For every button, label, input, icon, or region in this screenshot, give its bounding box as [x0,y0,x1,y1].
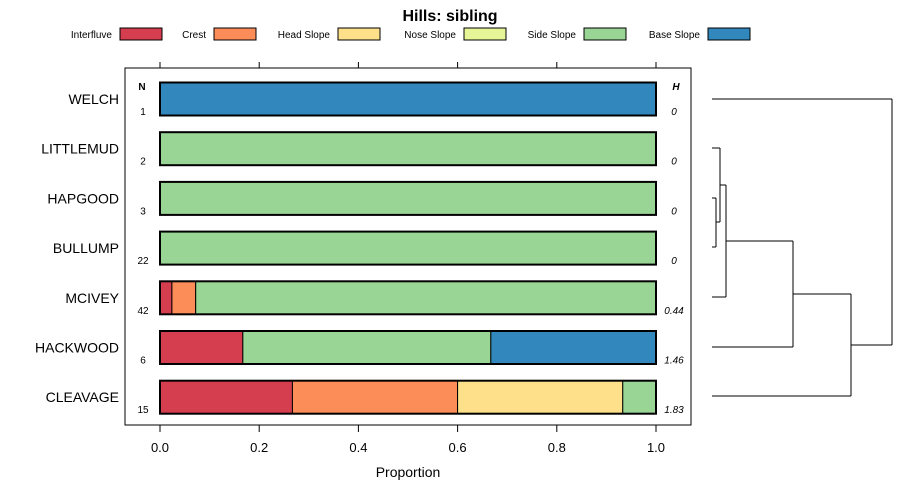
bar-outline-mcivey [159,280,657,316]
x-tick-label-4: 0.8 [548,440,566,455]
legend-swatch-head-slope [337,27,381,41]
x-axis-label: Proportion [376,464,441,480]
bar-mcivey-crest [171,280,197,315]
dendrogram [712,98,893,397]
h-column-header: H [672,82,680,93]
bar-welch-base-slope [159,82,657,116]
bar-outline-welch [159,81,657,117]
row-label-welch: WELCH [68,91,119,107]
bar-outline-bullump [159,230,657,266]
legend-swatch-nose-slope [463,27,507,41]
n-value-mcivey: 42 [137,306,149,317]
n-value-bullump: 22 [137,256,149,267]
n-value-hackwood: 6 [140,356,146,367]
bar-hackwood-interfluve [159,330,244,365]
bar-cleavage-side-slope [622,380,657,415]
h-value-hapgood: 0 [671,206,677,217]
legend-swatch-crest [213,27,257,41]
row-labels: WELCH LITTLEMUD HAPGOOD BULLUMP MCIVEY HACKWO… [35,91,120,405]
bar-bullump-side-slope [159,231,657,266]
row-label-mcivey: MCIVEY [65,290,119,306]
bar-cleavage-crest [291,380,459,415]
bar-mcivey-side-slope [195,280,657,315]
h-value-mcivey: 0.44 [664,306,684,317]
legend-label-side-slope: Side Slope [528,30,577,41]
n-column-header: N [138,82,145,93]
h-value-bullump: 0 [671,256,677,267]
h-value-hackwood: 1.46 [664,356,684,367]
n-value-littlemud: 2 [140,157,146,168]
row-label-bullump: BULLUMP [53,240,119,256]
legend-swatch-base-slope [707,27,751,41]
h-value-littlemud: 0 [671,157,677,168]
row-label-cleavage: CLEAVAGE [46,389,119,405]
bar-cleavage-interfluve [159,380,293,415]
legend-label-base-slope: Base Slope [649,30,701,41]
x-tick-label-0: 0.0 [151,440,169,455]
bar-hackwood-side-slope [242,330,492,365]
x-tick-label-2: 0.4 [349,440,367,455]
chart-title: Hills: sibling [402,8,497,25]
bar-outline-hackwood [159,330,657,365]
plot-panel [124,67,692,426]
n-value-cleavage: 15 [137,405,149,416]
legend: Interfluve Crest Head Slope Nose Slope Side … [71,27,751,41]
legend-swatch-side-slope [583,27,627,41]
x-axis: 0.0 0.2 0.4 0.6 0.8 1.0 [151,425,665,455]
legend-label-nose-slope: Nose Slope [404,30,456,41]
legend-label-crest: Crest [182,30,206,41]
row-label-hapgood: HAPGOOD [47,190,119,206]
legend-label-interfluve: Interfluve [71,30,113,41]
bar-hackwood-base-slope [490,330,657,365]
bars: 1 0 2 0 3 0 22 0 42 0.44 6 1.46 15 1.83 [137,81,684,416]
n-value-welch: 1 [140,107,146,118]
bar-outline-hapgood [159,180,657,216]
n-value-hapgood: 3 [140,206,146,217]
bar-cleavage-head-slope [457,380,624,415]
legend-label-head-slope: Head Slope [278,30,331,41]
bar-hapgood-side-slope [159,181,657,216]
bar-outline-littlemud [159,131,657,167]
x-tick-label-1: 0.2 [250,440,268,455]
x-tick-label-3: 0.6 [449,440,467,455]
h-value-cleavage: 1.83 [664,405,684,416]
bar-littlemud-side-slope [159,131,657,166]
legend-swatch-interfluve [119,27,163,41]
x-tick-label-5: 1.0 [647,440,665,455]
bar-outline-cleavage [159,379,657,415]
bar-mcivey-interfluve [159,280,173,315]
row-label-littlemud: LITTLEMUD [41,141,119,157]
top-axis-ticks [159,62,657,68]
row-label-hackwood: HACKWOOD [35,340,119,356]
h-value-welch: 0 [671,107,677,118]
